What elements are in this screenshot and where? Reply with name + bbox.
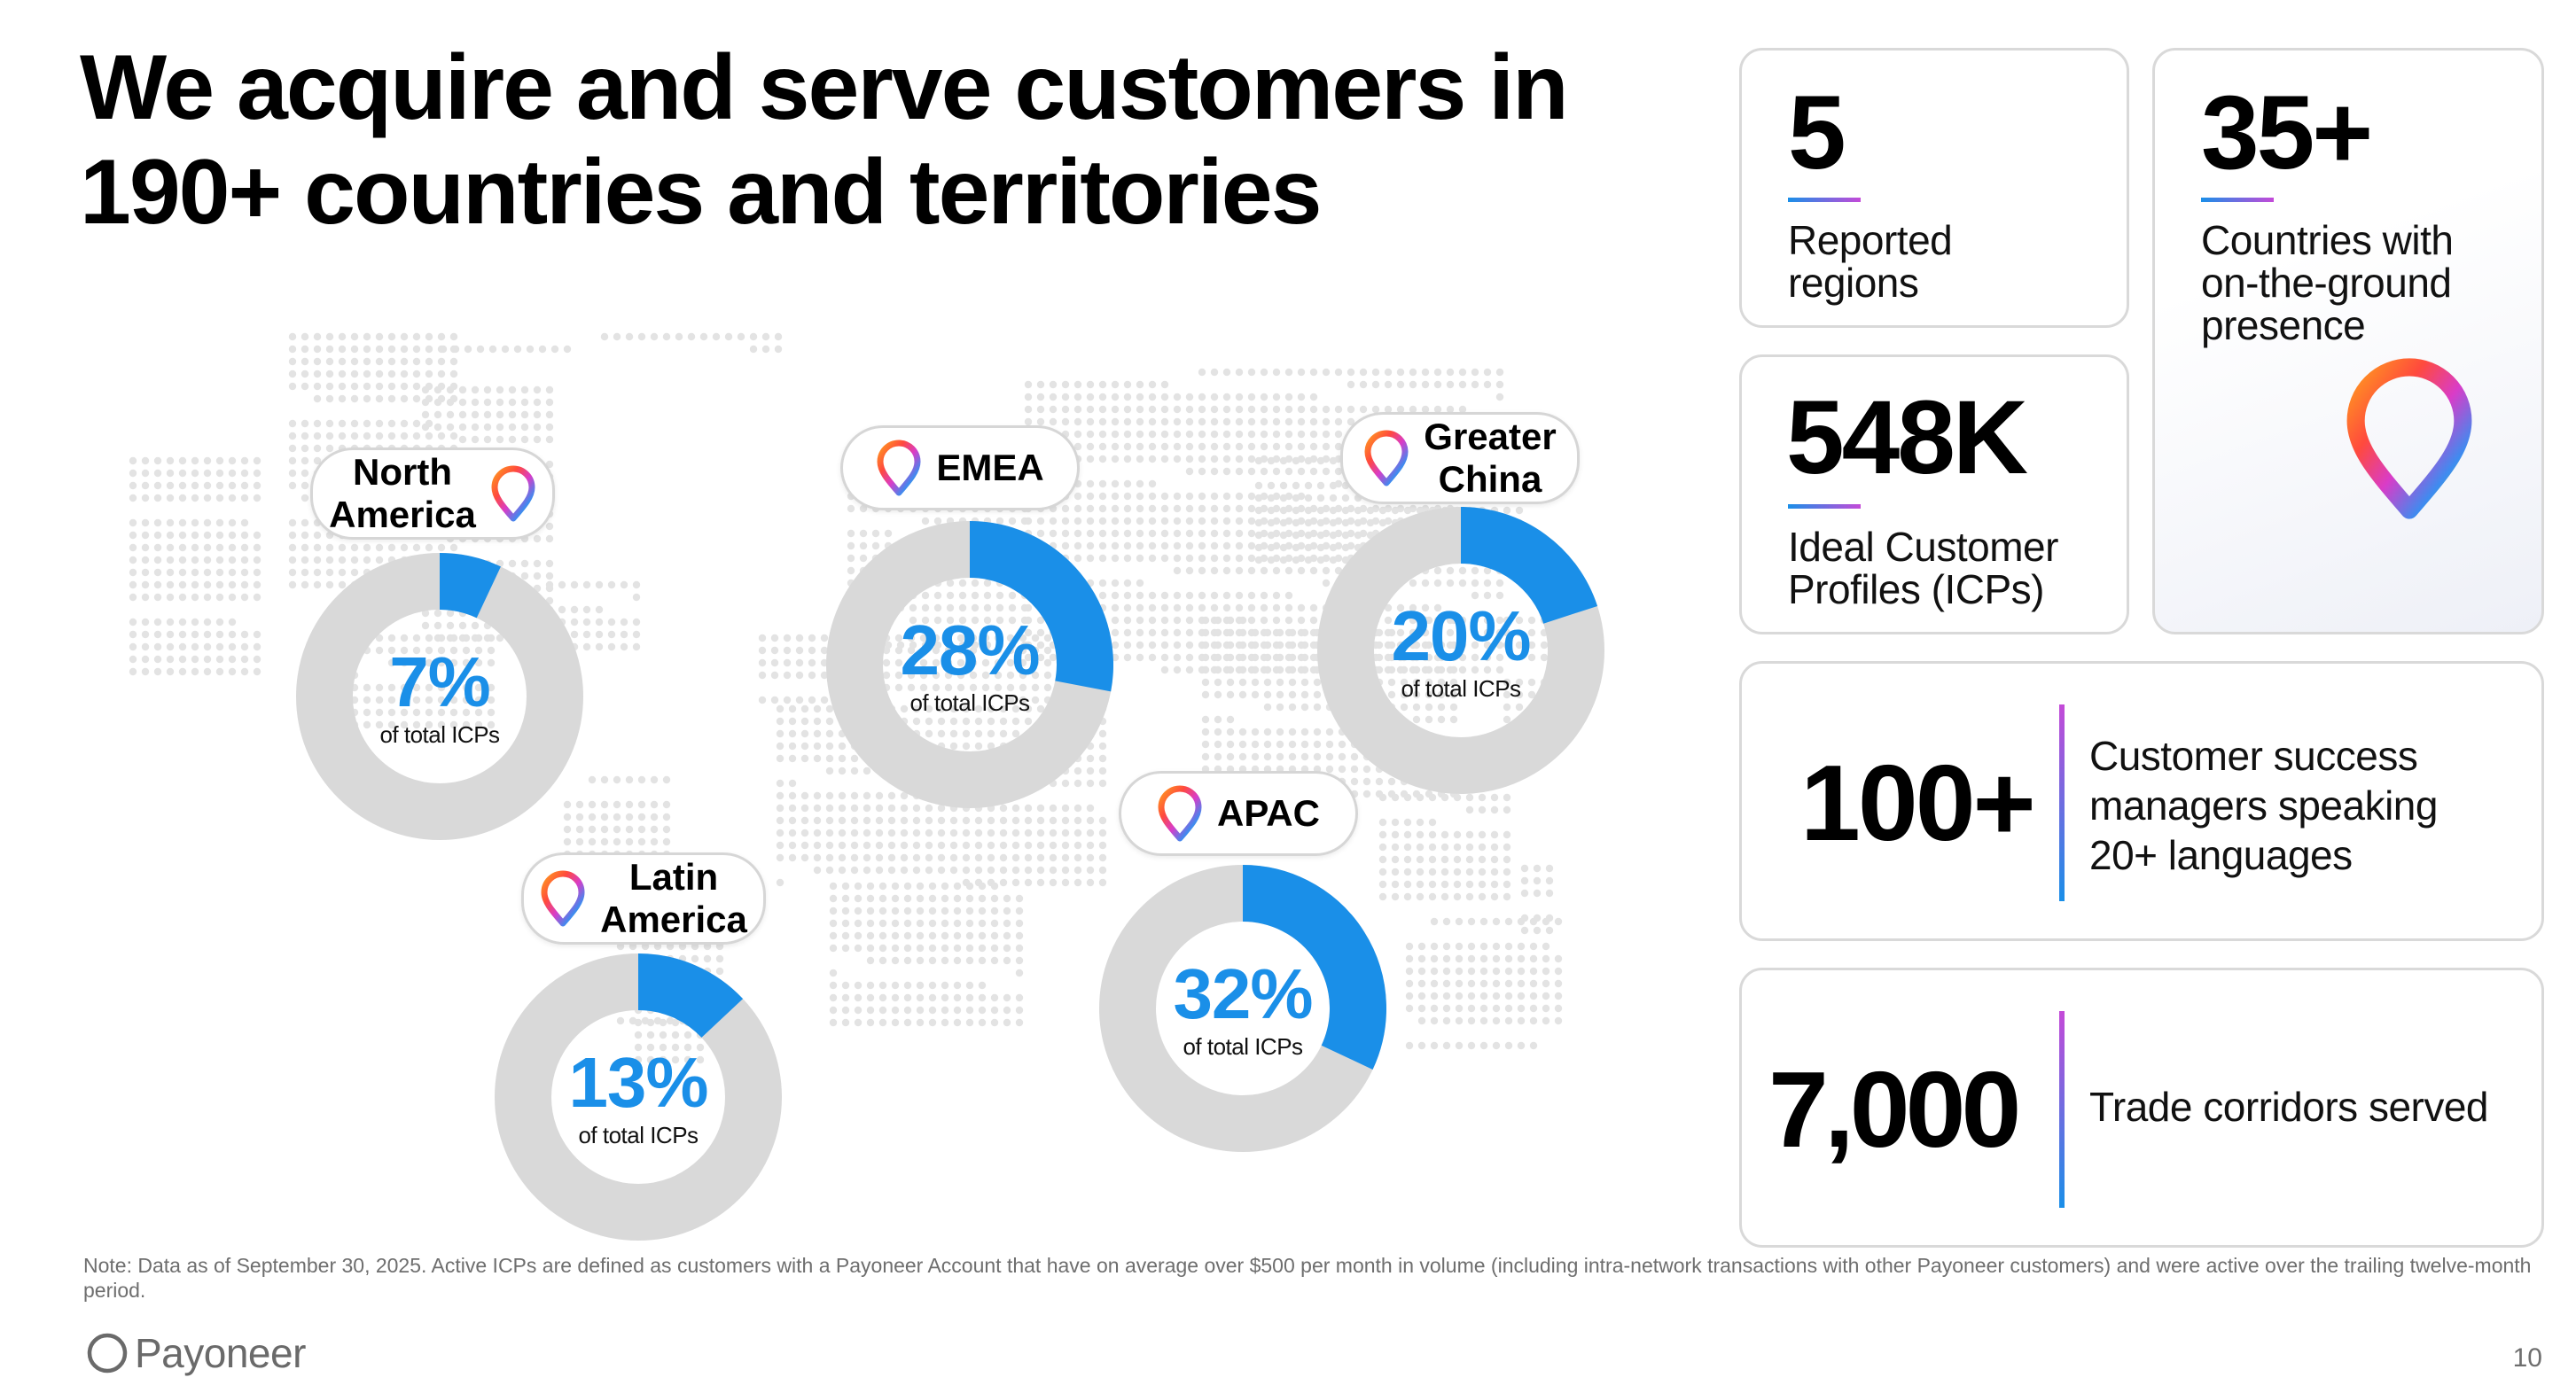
donut-percent: 20% [1391,596,1531,675]
stat-value: 7,000 [1768,1049,2021,1170]
location-pin-icon [1363,430,1409,486]
world-map-dots [129,332,1563,1064]
slide-title: We acquire and serve customers in 190+ c… [80,36,1569,244]
gradient-divider [2059,1011,2065,1208]
footnote: Note: Data as of September 30, 2025. Act… [83,1254,2532,1302]
stat-card-icps: 548K Ideal Customer Profiles (ICPs) [1739,354,2129,634]
donut-subtitle: of total ICPs [1401,675,1521,702]
page-number: 10 [2512,1343,2542,1373]
location-pin-icon [876,440,922,496]
region-label-north-america: North America [310,447,555,540]
donut-arc [1242,865,1386,1070]
donut-percent: 32% [1173,954,1313,1033]
location-pin-icon [540,870,586,927]
donut-latin-america: 13% of total ICPs [495,953,782,1241]
stat-value: 100+ [1800,743,2036,863]
region-name: North America [329,451,476,535]
region-label-apac: APAC [1119,771,1358,856]
payoneer-ring-icon [87,1333,128,1374]
brand-name: Payoneer [135,1330,306,1376]
donut-apac: 32% of total ICPs [1099,865,1386,1152]
location-pin-icon [490,465,536,522]
donut-subtitle: of total ICPs [909,689,1030,716]
donut-percent: 28% [900,611,1040,689]
donut-subtitle: of total ICPs [379,721,500,748]
gradient-accent-line [2201,198,2274,202]
region-name: Latin America [600,856,747,940]
donut-percent: 7% [389,642,491,721]
stat-label: Ideal Customer Profiles (ICPs) [1788,524,2058,612]
stat-card-regions: 5 Reported regions [1739,48,2129,328]
donut-subtitle: of total ICPs [1183,1033,1303,1060]
region-name: EMEA [936,447,1044,488]
gradient-accent-line [1788,198,1861,202]
region-label-greater-china: Greater China [1340,412,1580,504]
donut-greater-china: 20% of total ICPs [1317,507,1604,794]
stat-card-corridors: 7,000 Trade corridors served [1739,968,2544,1248]
donut-emea: 28% of total ICPs [826,521,1113,808]
gradient-accent-line [1788,504,1861,509]
region-label-emea: EMEA [840,425,1080,510]
stat-value: 35+ [2201,74,2373,191]
region-label-latin-america: Latin America [521,852,766,945]
payoneer-logo: Payoneer [85,1329,306,1377]
stat-card-presence: 35+ Countries with on-the-ground presenc… [2152,48,2544,634]
donut-percent: 13% [568,1043,708,1122]
donut-arc [1460,507,1598,625]
donut-subtitle: of total ICPs [578,1122,699,1148]
donut-arc [969,521,1113,692]
stat-label: Reported regions [1788,217,1953,306]
region-name: APAC [1217,792,1320,834]
donut-north-america: 7% of total ICPs [296,553,583,840]
region-name: Greater China [1424,416,1557,500]
gradient-divider [2059,704,2065,901]
stat-label: Trade corridors served [2089,1084,2489,1130]
stat-value: 5 [1788,74,1846,191]
location-pin-icon [1157,785,1203,842]
stat-label: Countries with on-the-ground presence [2201,217,2454,348]
stat-value: 548K [1786,379,2028,496]
donut-arc [637,953,744,1039]
stat-card-csm: 100+ Customer success managers speaking … [1739,661,2544,941]
donut-arc [439,553,501,619]
location-pin-icon [2343,357,2476,520]
stat-label: Customer success managers speaking 20+ l… [2089,733,2438,878]
